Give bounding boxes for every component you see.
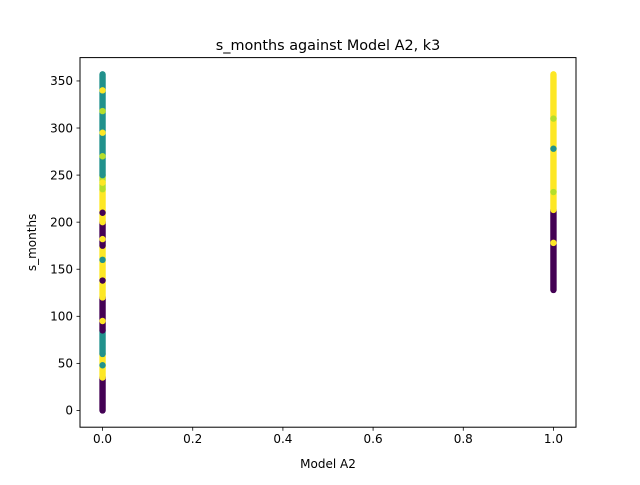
scatter-point [99,129,106,136]
scatter-point-cluster [99,374,106,414]
scatter-point [99,179,106,186]
y-tick-label: 100 [50,310,73,324]
scatter-point [99,277,106,284]
scatter-point [550,188,557,196]
scatter-point-cluster [550,206,557,294]
scatter-point-cluster [99,71,106,179]
y-tick-label: 50 [58,357,73,371]
x-axis-ticks: 0.0 0.2 0.4 0.6 0.8 1.0 [93,427,563,446]
scatter-point-cluster [99,242,106,301]
scatter-point [550,115,557,122]
x-tick-label: 0.2 [183,432,202,446]
scatter-point-cluster [99,294,106,334]
scatter-point-cluster [99,327,106,358]
scatter-point [99,107,106,115]
x-tick-label: 0.8 [454,432,473,446]
scatter-point [99,87,106,94]
y-tick-label: 150 [50,263,73,277]
scatter-point [99,209,106,216]
plot-frame [79,57,577,428]
data-marks [99,71,557,414]
x-tick-label: 1.0 [544,432,563,446]
y-tick-label: 300 [50,121,73,135]
chart-title: s_months against Model A2, k3 [216,38,441,54]
y-axis-label: s_months [25,214,39,271]
scatter-point [99,362,106,369]
scatter-point-cluster [550,71,557,214]
scatter-point [550,239,557,247]
y-tick-label: 0 [65,404,73,418]
x-axis-label: Model A2 [300,457,356,471]
x-tick-label: 0.0 [93,432,112,446]
scatter-point-cluster [99,186,106,226]
scatter-point [99,317,106,325]
y-tick-label: 200 [50,215,73,229]
y-axis-ticks: 0 50 100 150 200 250 300 350 [50,74,80,418]
x-tick-label: 0.6 [364,432,383,446]
scatter-point [99,153,106,160]
scatter-point [550,145,557,152]
scatter-point [99,235,106,243]
scatter-point [99,256,106,264]
y-tick-label: 250 [50,168,73,182]
x-tick-label: 0.4 [273,432,292,446]
y-tick-label: 350 [50,74,73,88]
